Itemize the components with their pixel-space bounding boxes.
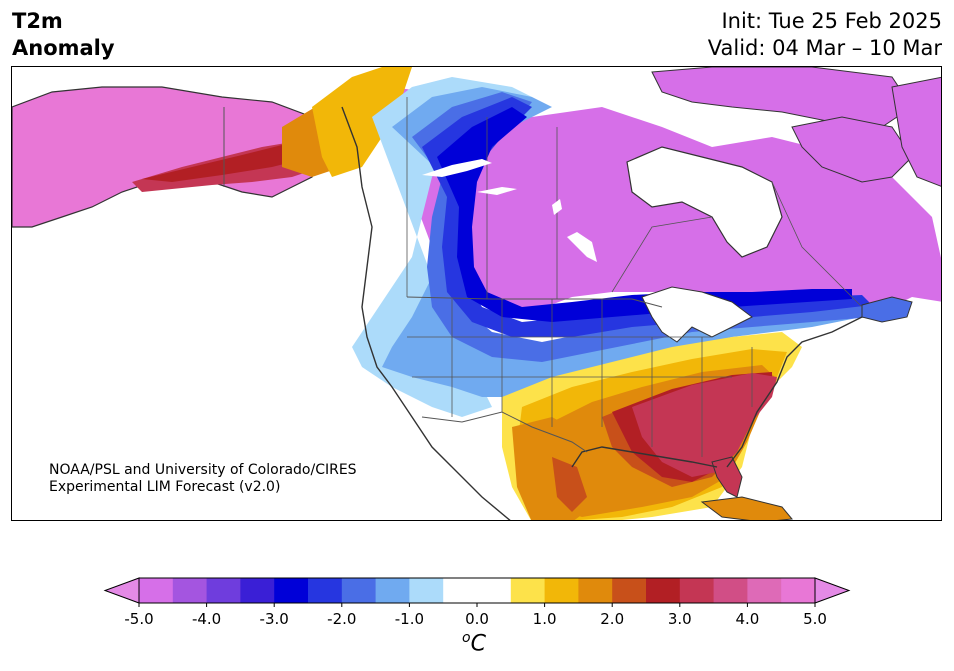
colorbar-swatch (375, 578, 410, 603)
west-mid-blue (412, 92, 882, 362)
colorbar-swatch (713, 578, 748, 603)
colorbar-swatch (612, 578, 647, 603)
greenland-edge (891, 76, 941, 187)
colorbar-tick-label: 4.0 (735, 610, 759, 626)
colorbar-swatch (646, 578, 681, 603)
colorbar-swatch (781, 578, 816, 603)
colorbar-over-arrow (814, 577, 851, 604)
us-mexico-border (421, 411, 588, 453)
forecast-dates: Init: Tue 25 Feb 2025 Valid: 04 Mar – 10… (708, 8, 942, 62)
title-line-variable: T2m (12, 9, 63, 33)
colorbar-swatch (274, 578, 309, 603)
init-date: Init: Tue 25 Feb 2025 (721, 9, 942, 33)
data-credit: NOAA/PSL and University of Colorado/CIRE… (49, 462, 357, 496)
colorbar-swatch (139, 578, 174, 603)
colorbar-swatch (544, 578, 579, 603)
colorbar-swatch (747, 578, 782, 603)
colorbar-tick-label: -1.0 (395, 610, 424, 626)
arctic-islands (651, 67, 913, 128)
credit-line-org: NOAA/PSL and University of Colorado/CIRE… (49, 462, 357, 478)
anomaly-map: NOAA/PSL and University of Colorado/CIRE… (11, 66, 942, 521)
alaska-region (12, 86, 333, 228)
colorbar-tick-label: -2.0 (327, 610, 356, 626)
colorbar-tick-label: -5.0 (124, 610, 153, 626)
colorbar-swatches (139, 578, 816, 603)
colorbar-swatch (409, 578, 444, 603)
east-coastline (726, 316, 863, 468)
credit-line-model: Experimental LIM Forecast (v2.0) (49, 479, 281, 495)
colorbar-tick-label: 5.0 (803, 610, 827, 626)
colorbar-tick-label: -3.0 (260, 610, 289, 626)
colorbar-tick-label: -4.0 (192, 610, 221, 626)
west-blue (422, 97, 872, 337)
colorbar: -5.0 -4.0 -3.0 -2.0 -1.0 0.0 1.0 2.0 3.0 4.0 5.0 (103, 577, 851, 626)
colorbar-tick-label: 0.0 (465, 610, 489, 626)
lake-manitoba (552, 199, 562, 215)
colorbar-tick-label: 1.0 (533, 610, 557, 626)
baffin-island (791, 116, 913, 183)
colorbar-swatch (679, 578, 715, 603)
hudson-bay (626, 146, 783, 258)
colorbar-tick-label: 3.0 (668, 610, 692, 626)
lake-athabasca (477, 187, 517, 195)
great-lakes (641, 286, 753, 343)
cuba (700, 496, 793, 520)
unit-label: oC (462, 630, 486, 656)
us-canada-border (406, 296, 663, 308)
great-slave-lake (422, 159, 492, 177)
canada-province-borders (406, 97, 863, 308)
colorbar-swatch (172, 578, 208, 603)
colorbar-swatch (477, 578, 512, 603)
colorbar-swatch (206, 578, 241, 603)
west-deep-blue (437, 107, 852, 322)
gulf-coastline (571, 446, 718, 468)
map-canvas (12, 67, 941, 520)
west-pale-blue (352, 77, 532, 417)
colorbar-swatch (240, 578, 275, 603)
unit-degree: o (462, 630, 471, 646)
lake-winnipeg (567, 232, 597, 262)
southeast-warm-pink (632, 373, 777, 477)
colorbar-under-arrow (103, 577, 140, 604)
title-line-anomaly: Anomaly (12, 36, 115, 60)
colorbar-swatch (443, 578, 478, 603)
colorbar-swatch (341, 578, 377, 603)
mexico-rust (552, 457, 587, 512)
colorbar-swatch (510, 578, 546, 603)
map-title: T2m Anomaly (12, 8, 115, 62)
alaska-deep-warm (142, 129, 327, 182)
colorbar-swatch (308, 578, 343, 603)
state-borders (407, 299, 753, 457)
yukon-yellow (312, 67, 412, 177)
florida-peninsula (711, 456, 743, 498)
west-coastline (341, 106, 511, 520)
valid-range: Valid: 04 Mar – 10 Mar (707, 36, 942, 60)
colorbar-ticks: -5.0 -4.0 -3.0 -2.0 -1.0 0.0 1.0 2.0 3.0 4.0 5.0 (124, 603, 827, 626)
unit-symbol: C (470, 631, 486, 657)
colorbar-swatch (578, 578, 613, 603)
colorbar-tick-label: 2.0 (600, 610, 624, 626)
